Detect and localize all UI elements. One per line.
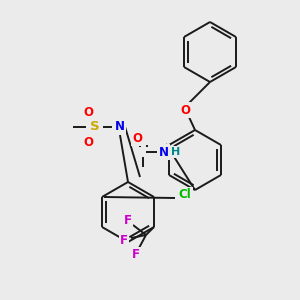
Text: F: F xyxy=(124,214,132,226)
Text: O: O xyxy=(180,103,190,116)
Text: F: F xyxy=(120,233,128,247)
Text: S: S xyxy=(90,121,100,134)
Text: N: N xyxy=(115,121,125,134)
Text: F: F xyxy=(132,248,140,262)
Text: N: N xyxy=(159,146,169,158)
Text: Cl: Cl xyxy=(178,188,191,202)
Text: O: O xyxy=(83,136,93,148)
Text: O: O xyxy=(83,106,93,118)
Text: H: H xyxy=(171,147,181,157)
Text: O: O xyxy=(132,131,142,145)
